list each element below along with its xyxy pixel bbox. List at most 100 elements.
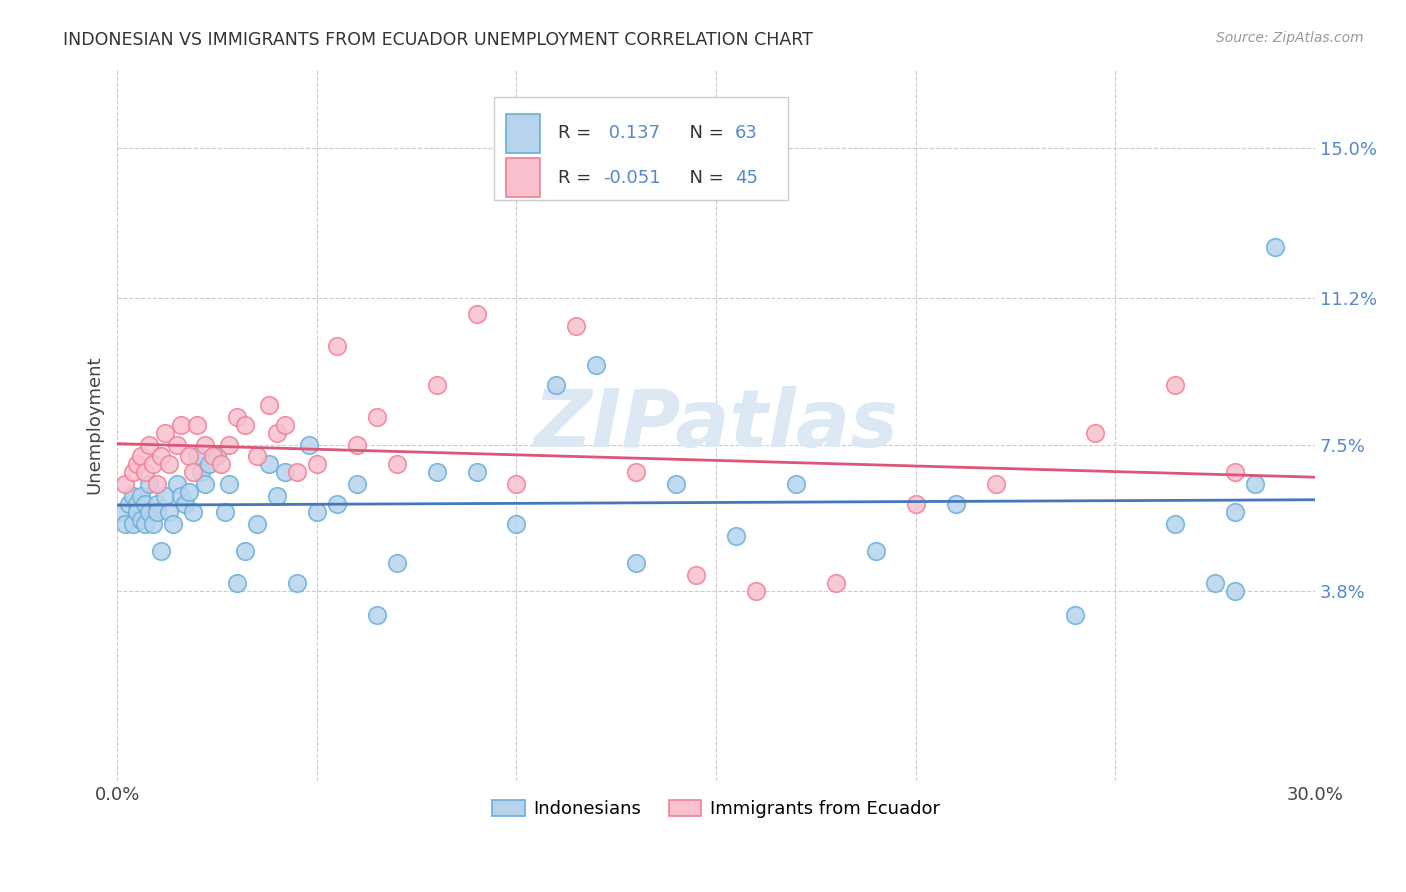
Point — [205, 450, 228, 464]
Point — [1223, 584, 1246, 599]
Point — [226, 576, 249, 591]
Point — [257, 458, 280, 472]
Point — [326, 338, 349, 352]
Point — [745, 584, 768, 599]
Point — [824, 576, 846, 591]
Y-axis label: Unemployment: Unemployment — [86, 356, 103, 494]
Point — [285, 576, 308, 591]
Point — [626, 556, 648, 570]
Text: N =: N = — [678, 169, 730, 186]
Point — [202, 450, 225, 464]
FancyBboxPatch shape — [506, 158, 540, 197]
Point — [134, 516, 156, 531]
Point — [385, 556, 408, 570]
Point — [1204, 576, 1226, 591]
Point — [122, 465, 145, 479]
Point — [170, 489, 193, 503]
Point — [1164, 516, 1187, 531]
Point — [266, 425, 288, 440]
Point — [209, 458, 232, 472]
Point — [226, 409, 249, 424]
Point — [233, 544, 256, 558]
Point — [118, 497, 141, 511]
Point — [198, 458, 221, 472]
Point — [465, 465, 488, 479]
Point — [153, 489, 176, 503]
Point — [426, 465, 449, 479]
Point — [1164, 378, 1187, 392]
Point — [346, 477, 368, 491]
Point — [665, 477, 688, 491]
Point — [246, 450, 269, 464]
Point — [505, 516, 527, 531]
Point — [565, 318, 588, 333]
Point — [1064, 607, 1087, 622]
Point — [129, 450, 152, 464]
Point — [1084, 425, 1107, 440]
Point — [326, 497, 349, 511]
Text: R =: R = — [558, 124, 598, 142]
Point — [1264, 240, 1286, 254]
Point — [134, 497, 156, 511]
Text: Source: ZipAtlas.com: Source: ZipAtlas.com — [1216, 31, 1364, 45]
Point — [138, 437, 160, 451]
Point — [138, 505, 160, 519]
Point — [170, 417, 193, 432]
Point — [233, 417, 256, 432]
Point — [298, 437, 321, 451]
Point — [785, 477, 807, 491]
Point — [157, 458, 180, 472]
Point — [904, 497, 927, 511]
Point — [505, 477, 527, 491]
Point — [305, 458, 328, 472]
Point — [214, 505, 236, 519]
Point — [218, 477, 240, 491]
Point — [305, 505, 328, 519]
Point — [177, 485, 200, 500]
Point — [181, 505, 204, 519]
Point — [186, 417, 208, 432]
Point — [865, 544, 887, 558]
Point — [190, 465, 212, 479]
Point — [153, 425, 176, 440]
Point — [385, 458, 408, 472]
Point — [146, 505, 169, 519]
Point — [110, 505, 132, 519]
FancyBboxPatch shape — [495, 97, 787, 201]
Point — [724, 528, 747, 542]
Point — [177, 450, 200, 464]
Point — [984, 477, 1007, 491]
Point — [218, 437, 240, 451]
Point — [114, 477, 136, 491]
Point — [127, 497, 149, 511]
Point — [346, 437, 368, 451]
Point — [138, 477, 160, 491]
Point — [157, 505, 180, 519]
Point — [174, 497, 197, 511]
Point — [1223, 505, 1246, 519]
Point — [274, 465, 297, 479]
Point — [266, 489, 288, 503]
Point — [685, 568, 707, 582]
Point — [129, 489, 152, 503]
Point — [146, 477, 169, 491]
Text: R =: R = — [558, 169, 598, 186]
Point — [122, 516, 145, 531]
Point — [465, 307, 488, 321]
Point — [166, 437, 188, 451]
Point — [127, 458, 149, 472]
Point — [626, 465, 648, 479]
Point — [142, 458, 165, 472]
Point — [194, 477, 217, 491]
Text: 45: 45 — [735, 169, 758, 186]
Point — [122, 489, 145, 503]
Point — [150, 450, 173, 464]
Point — [127, 505, 149, 519]
Point — [246, 516, 269, 531]
Point — [257, 398, 280, 412]
Text: -0.051: -0.051 — [603, 169, 661, 186]
Text: 0.137: 0.137 — [603, 124, 661, 142]
Point — [166, 477, 188, 491]
Text: ZIPatlas: ZIPatlas — [533, 385, 898, 464]
Point — [366, 409, 388, 424]
